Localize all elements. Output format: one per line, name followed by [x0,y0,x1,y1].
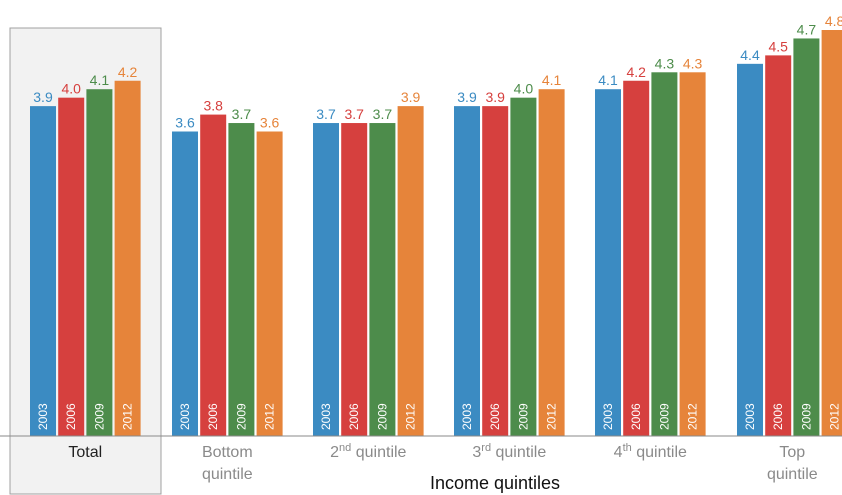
bar-year-label: 2003 [178,403,192,430]
bar-4-2003 [595,89,621,436]
bar-value-label: 4.1 [598,72,618,88]
bar-year-label: 2003 [601,403,615,430]
category-label: 4th quintile [614,442,687,461]
bar-0-2006 [58,97,85,437]
bar-value-label: 4.7 [797,21,817,37]
bar-2-2003 [313,123,339,437]
category-label: 3rd quintile [472,442,546,461]
bar-1-2012 [256,131,283,436]
bar-3-2012 [538,89,565,436]
bar-year-label: 2003 [743,403,757,430]
bar-4-2012 [679,72,706,437]
bar-year-label: 2003 [36,403,50,430]
bar-year-label: 2009 [657,403,671,430]
bar-value-label: 3.9 [457,89,477,105]
category-label: Bottom [202,444,253,461]
bar-year-label: 2006 [64,403,78,430]
bar-4-2006 [623,80,650,436]
bar-2-2009 [369,123,396,437]
bar-value-label: 3.7 [232,106,252,122]
bar-value-label: 4.8 [825,13,842,29]
bar-3-2003 [454,106,480,436]
x-axis-title: Income quintiles [430,473,560,493]
bar-year-label: 2009 [516,403,530,430]
bar-5-2006 [765,55,792,436]
bar-5-2009 [793,38,820,436]
bar-year-label: 2009 [375,403,389,430]
bar-year-label: 2012 [263,403,277,430]
bar-year-label: 2003 [460,403,474,430]
bar-year-label: 2009 [799,403,813,430]
bar-year-label: 2006 [206,403,220,430]
bar-year-label: 2012 [121,403,135,430]
bar-value-label: 4.1 [90,72,110,88]
bar-1-2003 [172,131,198,436]
bar-year-label: 2012 [545,403,559,430]
bar-value-label: 3.7 [373,106,393,122]
bar-year-label: 2009 [234,403,248,430]
bar-value-label: 4.4 [740,47,760,63]
bar-3-2006 [482,106,509,436]
bar-1-2006 [200,114,227,436]
bar-2-2006 [341,123,368,437]
bar-value-label: 4.5 [768,38,788,54]
bar-year-label: 2009 [92,403,106,430]
bar-value-label: 3.6 [260,115,280,131]
bar-value-label: 3.9 [33,89,53,105]
category-label: quintile [767,466,818,483]
bar-year-label: 2003 [319,403,333,430]
category-label: quintile [202,466,253,483]
bar-year-label: 2012 [404,403,418,430]
bar-value-label: 3.9 [485,89,505,105]
category-label: Total [68,444,102,461]
bar-0-2012 [114,80,141,436]
category-label: 2nd quintile [330,442,406,461]
bar-year-label: 2006 [488,403,502,430]
bar-2-2012 [397,106,424,436]
bar-value-label: 4.2 [626,64,646,80]
bar-value-label: 3.7 [344,106,364,122]
bar-5-2012 [821,30,842,436]
bar-value-label: 4.0 [61,81,81,97]
category-label: Top [779,444,805,461]
bar-value-label: 3.8 [203,98,223,114]
bar-value-label: 3.9 [401,89,421,105]
bar-value-label: 4.3 [655,55,675,71]
bar-1-2009 [228,123,255,437]
category-labels: Total Bottom quintile 2nd quintile 3rd quint… [68,442,817,483]
bar-year-label: 2006 [629,403,643,430]
bar-value-label: 4.3 [683,55,703,71]
bar-year-label: 2006 [347,403,361,430]
bar-value-label: 3.7 [316,106,336,122]
bar-value-label: 4.1 [542,72,562,88]
bar-value-label: 3.6 [175,115,195,131]
bars-layer: 3.9 2003 4.0 2006 4.1 2009 4.2 2012 3.6 2003 3.8 20… [30,13,842,437]
bar-3-2009 [510,97,537,437]
bar-value-label: 4.0 [514,81,534,97]
bar-0-2003 [30,106,56,436]
bar-4-2009 [651,72,678,437]
bar-year-label: 2012 [828,403,842,430]
bar-year-label: 2012 [686,403,700,430]
bar-0-2009 [86,89,113,436]
bar-value-label: 4.2 [118,64,138,80]
bar-5-2003 [737,63,763,436]
bar-year-label: 2006 [771,403,785,430]
